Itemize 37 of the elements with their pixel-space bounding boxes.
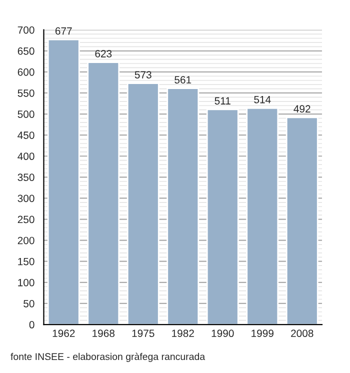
y-tick-label: 650 bbox=[18, 47, 34, 55]
y-tick-label: 300 bbox=[18, 194, 34, 202]
y-tick-label: 150 bbox=[18, 258, 34, 266]
bar bbox=[206, 108, 239, 325]
bar bbox=[286, 116, 318, 325]
y-tick-label: 350 bbox=[18, 174, 34, 182]
x-tick-label: 1982 bbox=[172, 330, 194, 338]
y-tick-label: 50 bbox=[24, 300, 34, 308]
data-label: 677 bbox=[55, 27, 72, 35]
y-tick-label: 250 bbox=[18, 216, 34, 224]
bar bbox=[87, 62, 120, 325]
data-label: 623 bbox=[95, 50, 112, 58]
data-label: 573 bbox=[134, 71, 152, 78]
bar bbox=[246, 107, 279, 325]
y-tick-label: 100 bbox=[18, 278, 34, 286]
data-label: 511 bbox=[214, 97, 230, 105]
x-tick-label: 1962 bbox=[52, 330, 75, 338]
x-tick-label: 1999 bbox=[252, 330, 274, 338]
data-label: 492 bbox=[294, 105, 310, 113]
bar bbox=[166, 88, 200, 325]
x-tick-label: 1990 bbox=[212, 330, 234, 338]
y-tick-label: 550 bbox=[18, 89, 34, 97]
y-tick-label: 0 bbox=[29, 321, 34, 328]
data-label: 561 bbox=[174, 76, 192, 84]
y-tick-label: 200 bbox=[18, 236, 34, 244]
y-tick-label: 450 bbox=[18, 132, 34, 139]
source-note: fonte INSEE - elaborasion gràfega rancurada bbox=[10, 352, 206, 362]
data-label: 514 bbox=[254, 96, 271, 104]
y-tick-label: 600 bbox=[18, 68, 34, 76]
bar bbox=[47, 38, 80, 325]
y-tick-label: 500 bbox=[18, 110, 34, 118]
y-tick-label: 400 bbox=[18, 152, 34, 160]
x-tick-label: 2008 bbox=[291, 330, 314, 338]
y-tick-label: 700 bbox=[18, 26, 34, 34]
x-tick-label: 1968 bbox=[92, 330, 115, 338]
x-tick-label: 1975 bbox=[132, 330, 154, 338]
bar bbox=[126, 82, 160, 325]
